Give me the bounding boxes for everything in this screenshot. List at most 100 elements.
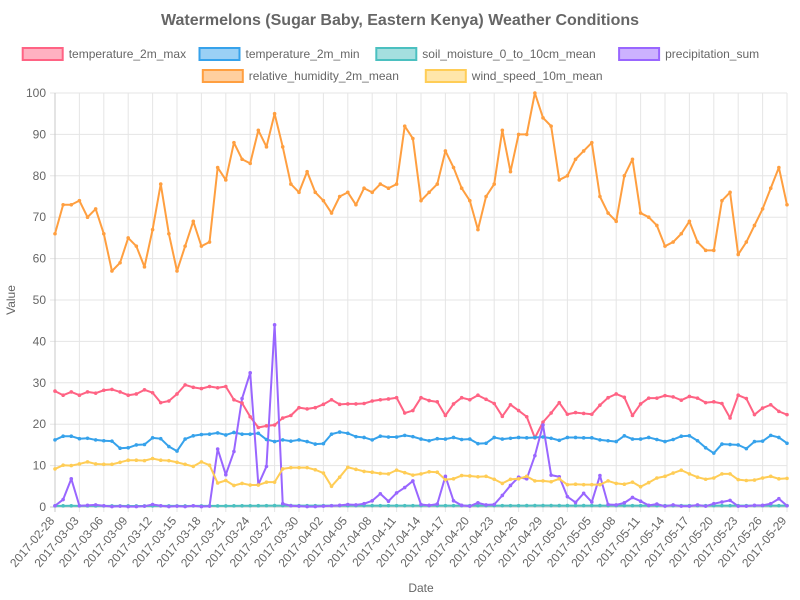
data-point-precipitation_sum (663, 504, 667, 508)
legend-item-precipitation_sum[interactable]: precipitation_sum (618, 47, 759, 61)
data-point-precipitation_sum (695, 503, 700, 507)
data-point-soil_moisture_0_to_10cm_mean (590, 503, 594, 508)
data-point-soil_moisture_0_to_10cm_mean (443, 503, 448, 508)
data-point-wind_speed_10m_mean (768, 474, 773, 479)
data-point-relative_humidity_2m_mean (476, 227, 480, 232)
data-point-temperature_2m_min (695, 438, 700, 443)
data-point-temperature_2m_max (695, 396, 700, 400)
data-point-precipitation_sum (378, 491, 383, 496)
data-point-soil_moisture_0_to_10cm_mean (500, 503, 505, 508)
data-point-relative_humidity_2m_mean (549, 124, 553, 128)
data-point-relative_humidity_2m_mean (150, 227, 155, 232)
data-point-temperature_2m_max (720, 401, 724, 406)
data-point-soil_moisture_0_to_10cm_mean (215, 504, 220, 508)
data-point-temperature_2m_max (785, 412, 789, 417)
data-point-relative_humidity_2m_mean (728, 190, 732, 195)
data-point-wind_speed_10m_mean (687, 472, 692, 476)
data-point-temperature_2m_max (744, 396, 749, 401)
data-point-precipitation_sum (435, 502, 440, 506)
data-point-soil_moisture_0_to_10cm_mean (516, 503, 521, 508)
data-point-precipitation_sum (671, 503, 675, 507)
data-point-temperature_2m_max (655, 396, 659, 400)
data-point-temperature_2m_min (752, 439, 757, 444)
data-point-wind_speed_10m_mean (581, 482, 586, 487)
y-axis-ticks: 0 10 20 30 40 50 60 70 80 90 100 (26, 86, 46, 514)
data-point-precipitation_sum (102, 503, 106, 508)
data-point-temperature_2m_max (768, 402, 773, 407)
data-point-temperature_2m_max (297, 405, 301, 410)
data-point-temperature_2m_max (248, 414, 252, 419)
data-point-wind_speed_10m_mean (150, 456, 155, 461)
data-point-temperature_2m_min (516, 435, 521, 440)
data-point-precipitation_sum (142, 504, 147, 508)
data-point-relative_humidity_2m_mean (573, 157, 578, 162)
data-point-relative_humidity_2m_mean (175, 269, 179, 273)
data-point-wind_speed_10m_mean (598, 482, 602, 487)
data-point-temperature_2m_min (663, 439, 667, 444)
data-point-relative_humidity_2m_mean (500, 128, 505, 133)
data-point-relative_humidity_2m_mean (272, 111, 277, 116)
data-point-wind_speed_10m_mean (337, 475, 342, 479)
legend-item-temperature_2m_min[interactable]: temperature_2m_min (198, 47, 360, 61)
legend-item-temperature_2m_max[interactable]: temperature_2m_max (21, 47, 186, 61)
data-point-relative_humidity_2m_mean (69, 202, 74, 207)
data-point-precipitation_sum (150, 502, 155, 507)
data-point-temperature_2m_min (289, 439, 293, 443)
data-point-temperature_2m_max (419, 395, 423, 400)
data-point-soil_moisture_0_to_10cm_mean (370, 503, 375, 508)
data-point-wind_speed_10m_mean (248, 483, 252, 487)
data-point-temperature_2m_max (61, 393, 65, 398)
data-point-wind_speed_10m_mean (305, 465, 309, 470)
data-point-temperature_2m_min (248, 432, 252, 436)
data-point-wind_speed_10m_mean (142, 458, 147, 463)
data-point-precipitation_sum (118, 504, 122, 508)
data-point-temperature_2m_min (687, 433, 692, 438)
data-point-relative_humidity_2m_mean (329, 211, 334, 215)
data-point-precipitation_sum (329, 503, 334, 508)
y-tick-label: 10 (33, 459, 47, 473)
data-point-wind_speed_10m_mean (565, 482, 570, 487)
legend-label: temperature_2m_min (246, 47, 360, 61)
data-point-temperature_2m_max (451, 402, 456, 406)
data-point-precipitation_sum (614, 503, 618, 507)
data-point-temperature_2m_min (508, 436, 513, 441)
data-point-temperature_2m_max (313, 405, 318, 410)
data-point-temperature_2m_min (199, 432, 204, 437)
data-point-soil_moisture_0_to_10cm_mean (248, 503, 252, 508)
data-point-relative_humidity_2m_mean (118, 260, 122, 265)
data-point-precipitation_sum (581, 491, 586, 496)
data-point-soil_moisture_0_to_10cm_mean (598, 503, 602, 508)
data-point-precipitation_sum (199, 504, 204, 509)
data-point-temperature_2m_min (614, 439, 618, 444)
data-point-wind_speed_10m_mean (476, 474, 480, 479)
data-point-temperature_2m_min (346, 431, 350, 436)
data-point-temperature_2m_min (646, 435, 651, 440)
data-point-relative_humidity_2m_mean (85, 215, 90, 219)
legend-swatch (198, 47, 241, 61)
data-point-wind_speed_10m_mean (614, 481, 618, 486)
legend-item-wind_speed_10m_mean[interactable]: wind_speed_10m_mean (424, 69, 603, 83)
data-point-soil_moisture_0_to_10cm_mean (394, 503, 399, 508)
data-point-temperature_2m_min (191, 433, 196, 438)
data-point-wind_speed_10m_mean (69, 463, 74, 468)
data-point-soil_moisture_0_to_10cm_mean (630, 503, 635, 508)
data-point-precipitation_sum (370, 498, 375, 503)
data-point-precipitation_sum (224, 472, 228, 477)
data-point-wind_speed_10m_mean (264, 480, 269, 484)
data-point-precipitation_sum (346, 502, 350, 507)
legend-item-relative_humidity_2m_mean[interactable]: relative_humidity_2m_mean (201, 69, 399, 83)
data-point-temperature_2m_max (337, 402, 342, 407)
data-point-temperature_2m_max (386, 397, 391, 401)
data-point-relative_humidity_2m_mean (378, 182, 383, 186)
data-point-relative_humidity_2m_mean (289, 182, 293, 186)
data-point-relative_humidity_2m_mean (443, 149, 448, 153)
data-point-wind_speed_10m_mean (508, 477, 513, 482)
data-point-precipitation_sum (777, 496, 781, 501)
data-point-temperature_2m_max (402, 411, 407, 415)
data-point-wind_speed_10m_mean (118, 460, 122, 465)
data-point-wind_speed_10m_mean (516, 477, 521, 481)
data-point-temperature_2m_max (280, 416, 285, 420)
grid (50, 92, 788, 512)
legend-item-soil_moisture_0_to_10cm_mean[interactable]: soil_moisture_0_to_10cm_mean (375, 47, 596, 61)
